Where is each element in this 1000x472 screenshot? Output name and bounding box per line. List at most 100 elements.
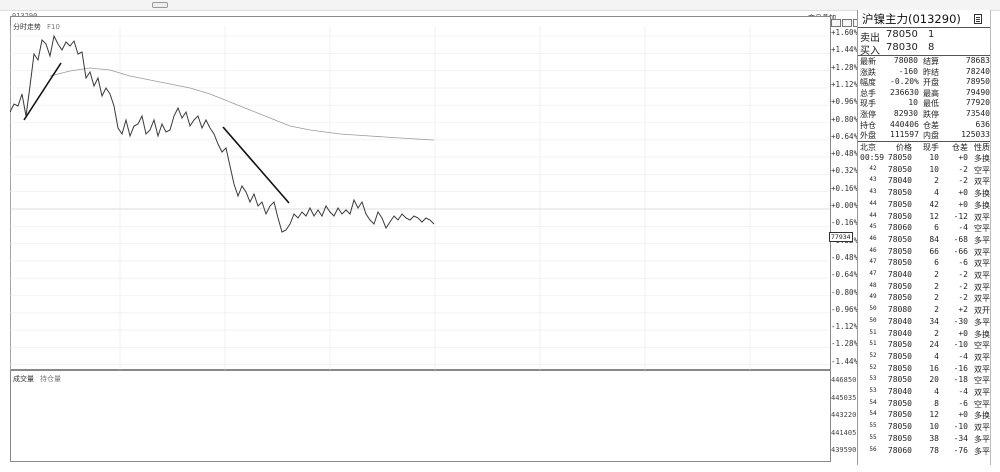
stat-label: 现手 (860, 99, 876, 109)
trade-row: 51 78050 24 -10 空平 (860, 340, 990, 351)
scale-label: +1.44% (831, 45, 859, 55)
stat-value: 78080 (893, 56, 918, 65)
trade-type: 空平 (974, 224, 990, 234)
trade-oi-change: -6 (958, 258, 968, 268)
trade-type: 多换 (974, 329, 990, 339)
trade-row: 45 78060 6 -4 空平 (860, 223, 990, 234)
trade-oi-change: -66 (953, 246, 968, 256)
trade-price: 78050 (887, 351, 912, 361)
trade-type: 多平 (974, 235, 990, 245)
trade-price: 78050 (887, 211, 912, 221)
trade-row: 54 78050 8 -6 空平 (860, 399, 990, 410)
stat-value: 77920 (965, 98, 990, 108)
trade-price: 78050 (887, 375, 912, 385)
trade-row: 42 78050 10 -2 空平 (860, 165, 990, 176)
trade-row: 49 78050 2 -2 双平 (860, 293, 990, 304)
trade-qty: 6 (934, 258, 939, 268)
stat-value: 79490 (965, 87, 990, 97)
trade-qty: 10 (929, 153, 939, 162)
open-interest-tab[interactable]: 持仓量 (40, 375, 61, 383)
trade-oi-change: +0 (958, 188, 968, 198)
trade-oi-change: -68 (953, 234, 968, 244)
f10-tab[interactable]: F10 (47, 23, 60, 31)
trade-price: 78050 (887, 433, 912, 443)
scale-label: +1.60% (831, 28, 859, 37)
trend-annotation-2 (222, 126, 290, 204)
zoom-icon[interactable] (842, 18, 852, 27)
trade-ticks: 北京 价格 现手 仓差 性质 00:59 78050 10 +0 多换 42 78050 10 -2 空平 4… (860, 142, 990, 464)
scale-label: +0.48% (831, 149, 859, 159)
trade-oi-change: +0 (958, 328, 968, 338)
chart-grid (10, 26, 830, 462)
trade-row: 52 78050 16 -16 双平 (860, 364, 990, 375)
trade-type: 多换 (974, 200, 990, 210)
trade-time: 56 (869, 445, 877, 453)
trades-header-cell: 性质 (974, 143, 990, 152)
trade-row: 53 78050 20 -18 空平 (860, 375, 990, 386)
trade-time: 55 (869, 433, 877, 441)
trade-row: 46 78050 66 -66 双平 (860, 247, 990, 258)
trade-price: 78040 (887, 328, 912, 338)
stat-label: 仓差 (923, 120, 939, 130)
scale-label: -1.28% (831, 339, 859, 349)
stat-value: 440406 (890, 119, 919, 129)
trade-oi-change: -10 (953, 422, 968, 432)
trade-price: 78050 (887, 363, 912, 373)
trade-row: 44 78050 42 +0 多换 (860, 200, 990, 211)
trade-type: 双开 (974, 306, 990, 316)
trade-qty: 2 (934, 270, 939, 279)
trade-oi-change: -2 (958, 281, 968, 291)
trade-type: 多平 (974, 446, 990, 456)
trade-row: 47 78040 2 -2 双平 (860, 270, 990, 281)
trade-qty: 2 (934, 305, 939, 315)
trade-qty: 4 (934, 188, 939, 198)
chart-svg (10, 26, 830, 462)
trade-oi-change: -4 (958, 351, 968, 361)
trade-time: 52 (869, 351, 877, 359)
trade-qty: 78 (929, 445, 939, 455)
stat-value: -0.20% (890, 77, 919, 87)
trade-time: 54 (869, 398, 877, 406)
trade-qty: 6 (934, 223, 939, 233)
volume-scale-label: 439590 (831, 446, 857, 454)
scale-label: +0.96% (831, 97, 859, 107)
scale-label: -0.64% (831, 270, 859, 280)
trade-type: 空平 (974, 399, 990, 409)
resize-handle[interactable] (152, 2, 168, 8)
trade-oi-change: -4 (958, 223, 968, 233)
trade-time: 49 (869, 293, 877, 301)
trade-time: 53 (869, 387, 877, 394)
trade-row: 52 78050 4 -4 双平 (860, 352, 990, 363)
trend-annotation-1 (23, 62, 62, 121)
orderbook-qty: 8 (928, 42, 935, 53)
stat-value: 78240 (965, 66, 990, 76)
trade-price: 78080 (887, 305, 912, 315)
trade-row: 53 78040 4 -4 双平 (860, 387, 990, 398)
stat-label: 最高 (923, 88, 939, 98)
trade-oi-change: -16 (953, 363, 968, 373)
trade-type: 多换 (974, 154, 990, 163)
volume-panel (10, 370, 831, 462)
trade-qty: 10 (929, 422, 939, 432)
scale-label: -0.48% (831, 252, 859, 262)
trade-time: 54 (869, 410, 877, 418)
stat-value: 78950 (965, 77, 990, 87)
volume-scale-label: 441405 (831, 428, 857, 437)
trade-oi-change: +2 (958, 305, 968, 315)
scale-label: +0.00% (831, 201, 859, 210)
trade-qty: 66 (929, 246, 939, 256)
volume-scale-label: 445035 (831, 393, 857, 402)
trade-price: 78050 (887, 164, 912, 174)
trade-row: 50 78080 2 +2 双开 (860, 305, 990, 316)
grid-icon[interactable] (831, 18, 841, 27)
trade-type: 双平 (974, 271, 990, 280)
trade-time: 51 (869, 340, 877, 348)
stat-value: 82930 (893, 109, 918, 118)
trade-type: 空平 (974, 376, 990, 386)
document-icon[interactable] (974, 14, 982, 24)
trade-type: 双平 (974, 177, 990, 187)
trade-qty: 16 (929, 363, 939, 373)
scale-label: -0.96% (831, 304, 859, 314)
trade-price: 78060 (887, 445, 912, 455)
trade-price: 78050 (887, 188, 912, 198)
